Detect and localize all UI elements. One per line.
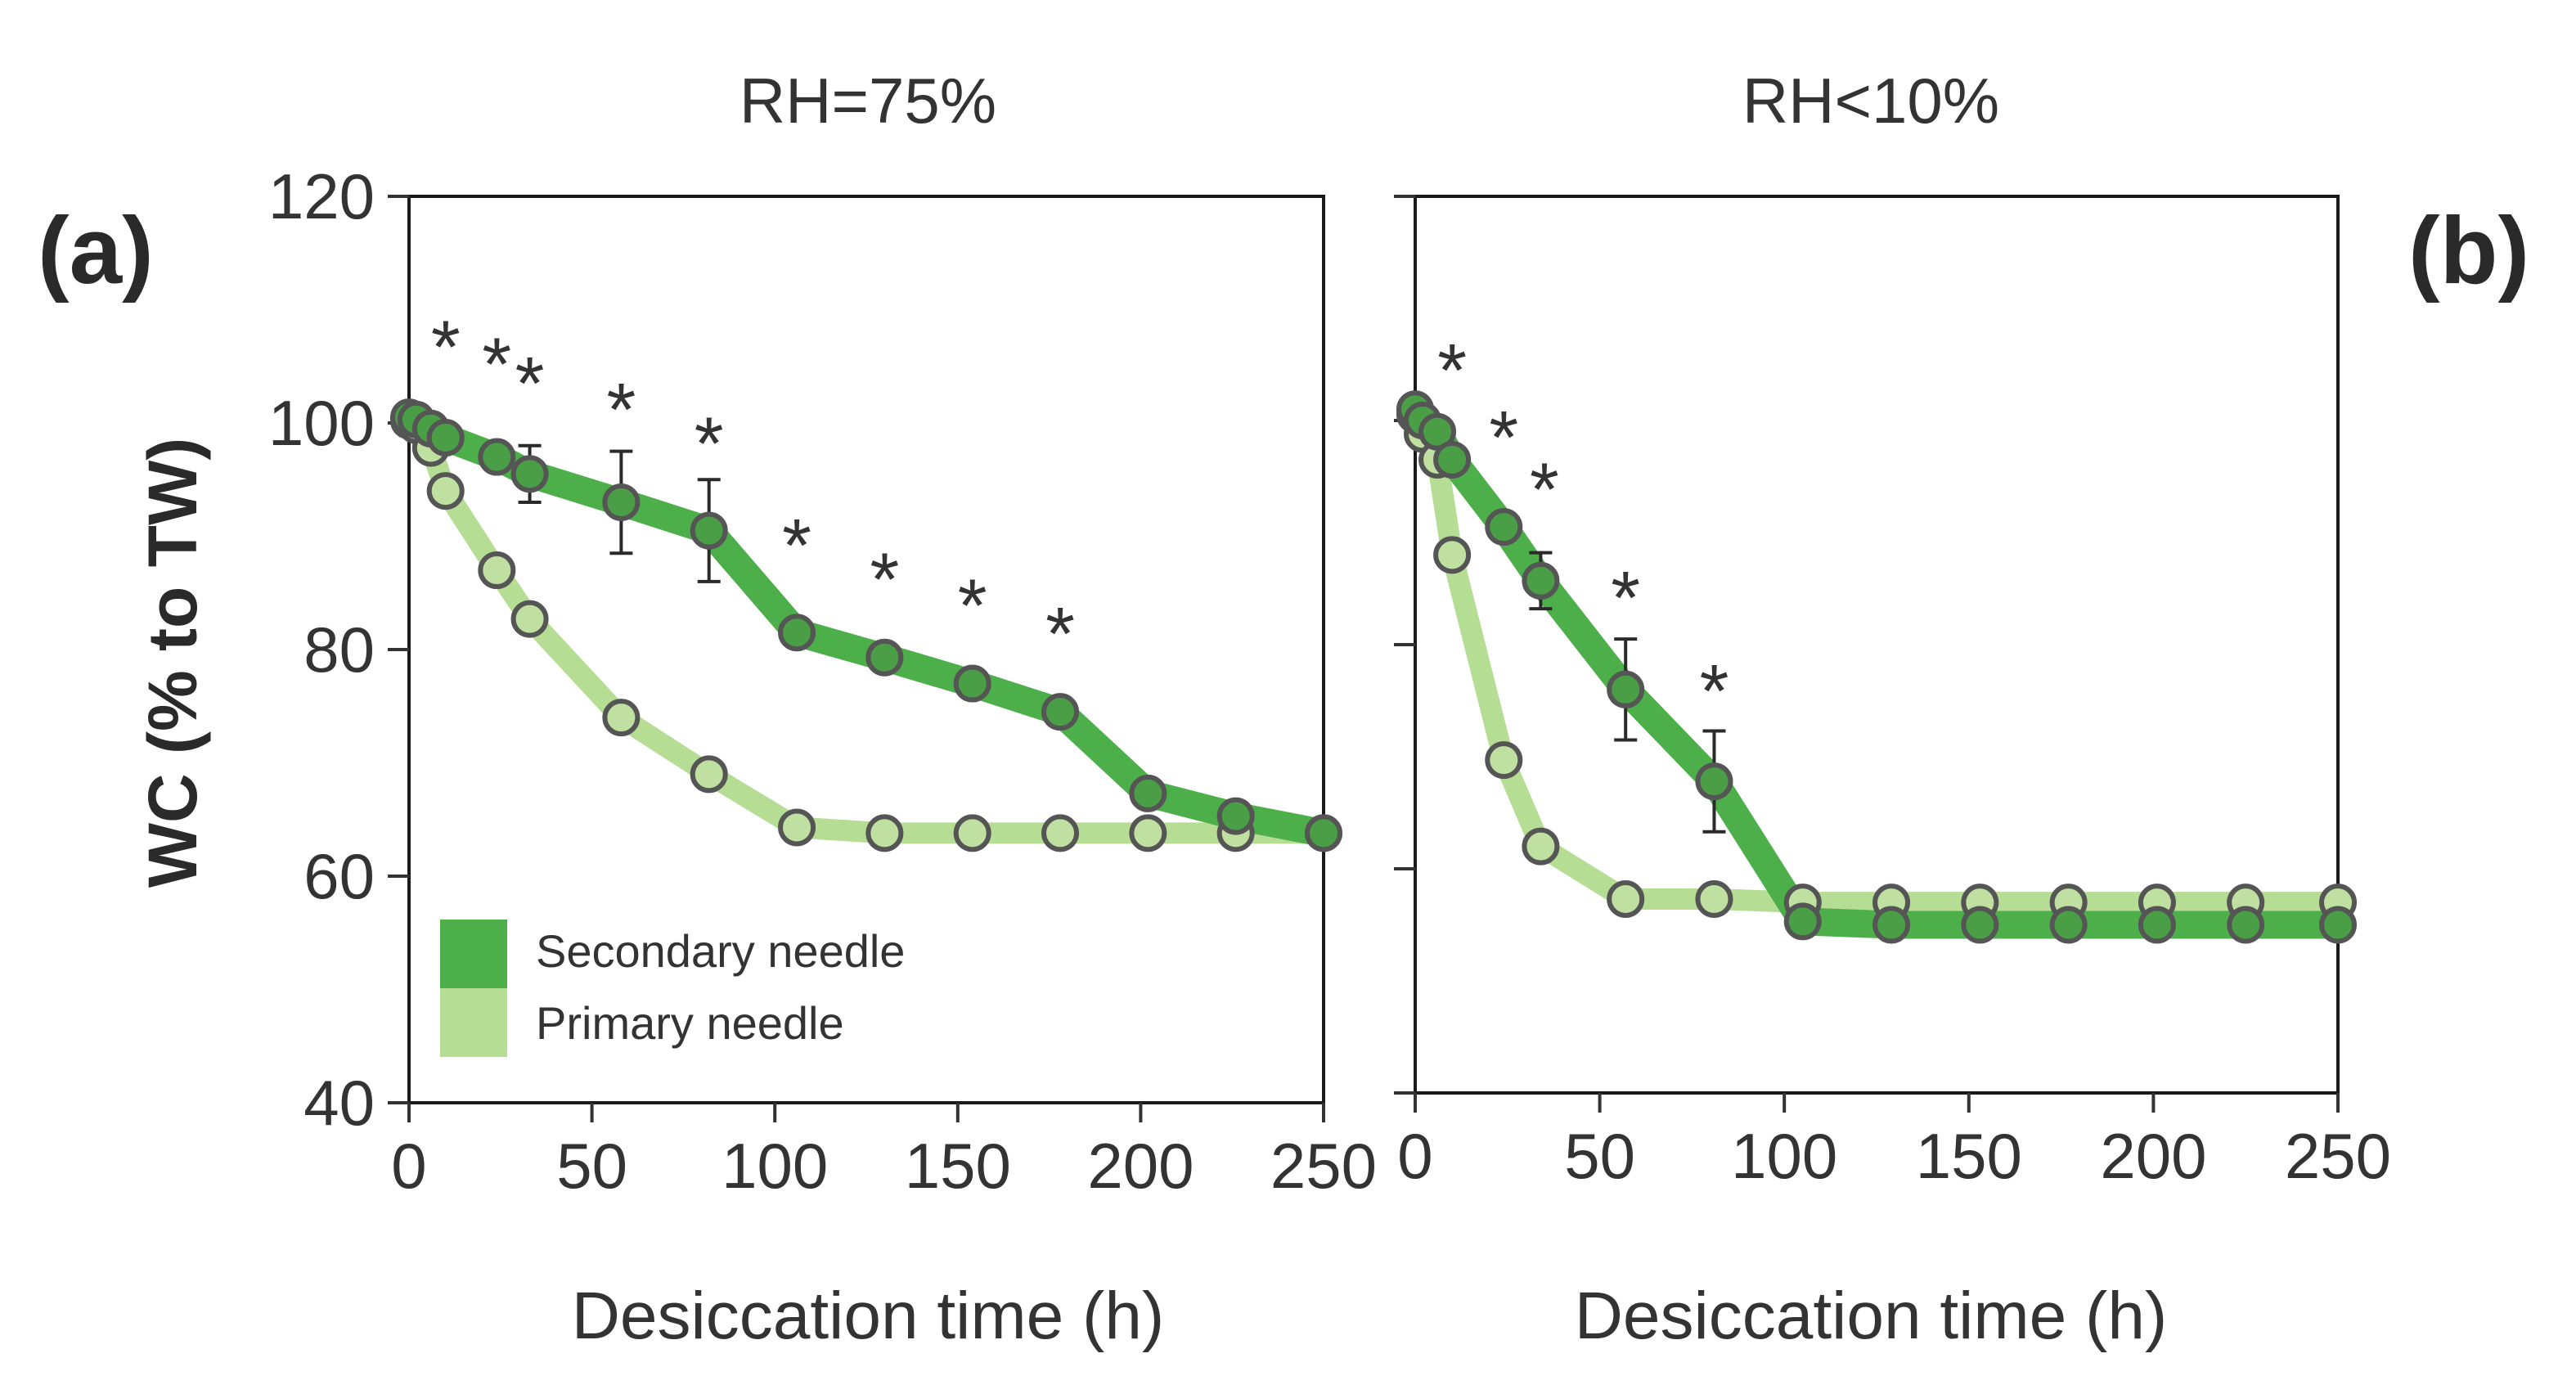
- data-point-secondary: [690, 511, 728, 550]
- significance-asterisk: *: [1611, 557, 1640, 641]
- panel-b: RH<10% Desiccation time (h) 0 50 100 150 200…: [1394, 65, 2391, 1353]
- significance-asterisk: *: [482, 323, 511, 407]
- data-point-secondary: [1041, 693, 1080, 731]
- legend-swatch-primary: [440, 988, 507, 1057]
- significance-asterisk: *: [1700, 650, 1729, 733]
- panel-a-x-axis-label: Desiccation time (h): [572, 1279, 1165, 1353]
- data-point-primary: [426, 472, 465, 510]
- data-point-secondary: [953, 664, 991, 703]
- data-point-primary: [1129, 814, 1167, 852]
- panel-a-label: (a): [38, 197, 154, 304]
- significance-asterisk: *: [870, 538, 899, 622]
- panel-b-label: (b): [2408, 197, 2529, 304]
- significance-asterisk: *: [1530, 448, 1559, 532]
- y-axis-label: WC (% to TW): [134, 438, 211, 888]
- x-tick-label: 200: [1087, 1130, 1194, 1202]
- data-point-secondary: [2227, 906, 2265, 944]
- y-tick-label: 100: [268, 387, 375, 459]
- y-tick-label: 40: [303, 1067, 375, 1139]
- data-point-primary: [778, 808, 816, 847]
- x-tick-label: 100: [1731, 1120, 1837, 1192]
- significance-asterisk: *: [431, 306, 461, 389]
- x-tick-label: 0: [1397, 1120, 1432, 1192]
- panel-b-series: [1396, 390, 2357, 944]
- legend: Secondary needle Primary needle: [440, 920, 905, 1057]
- x-tick-label: 50: [556, 1130, 627, 1202]
- significance-asterisk: *: [695, 402, 724, 486]
- significance-asterisk: *: [1437, 330, 1467, 413]
- panel-a-series: [390, 398, 1342, 852]
- data-point-secondary: [1783, 902, 1822, 941]
- panel-a-axes: 40 60 80 100 120 0 50 100 150 200 250: [268, 160, 1377, 1202]
- data-point-secondary: [2049, 906, 2088, 944]
- legend-label-secondary: Secondary needle: [536, 925, 905, 977]
- data-point-secondary: [1485, 508, 1523, 546]
- x-tick-label: 50: [1564, 1120, 1635, 1192]
- data-point-primary: [1522, 827, 1560, 866]
- panel-b-annotations: *****: [1437, 330, 1729, 734]
- significance-asterisk: *: [606, 368, 636, 452]
- data-point-primary: [1433, 536, 1472, 574]
- data-point-secondary: [478, 438, 516, 476]
- data-point-secondary: [1129, 774, 1167, 812]
- panel-a-title: RH=75%: [740, 65, 996, 137]
- significance-asterisk: *: [1489, 397, 1518, 480]
- x-tick-label: 150: [905, 1130, 1011, 1202]
- data-point-primary: [510, 600, 549, 638]
- x-tick-label: 200: [2100, 1120, 2206, 1192]
- data-point-primary: [1695, 879, 1733, 918]
- x-tick-label: 0: [391, 1130, 426, 1202]
- data-point-primary: [1485, 741, 1523, 780]
- significance-asterisk: *: [782, 505, 811, 588]
- data-point-secondary: [602, 483, 641, 521]
- panel-b-axes: 0 50 100 150 200 250: [1394, 195, 2391, 1192]
- y-tick-label: 80: [303, 614, 375, 686]
- data-point-secondary: [2138, 906, 2176, 944]
- data-point-primary: [690, 755, 728, 794]
- data-point-secondary: [778, 614, 816, 652]
- significance-asterisk: *: [1045, 593, 1075, 677]
- data-point-primary: [1041, 814, 1080, 852]
- x-tick-label: 250: [1270, 1130, 1377, 1202]
- legend-swatch-secondary: [440, 920, 507, 988]
- data-point-secondary: [426, 419, 465, 457]
- data-point-primary: [602, 699, 641, 737]
- data-point-secondary: [865, 638, 904, 677]
- data-point-primary: [478, 551, 516, 590]
- data-point-primary: [1607, 879, 1645, 918]
- panel-b-title: RH<10%: [1742, 65, 1999, 137]
- x-tick-label: 100: [722, 1130, 828, 1202]
- plot-frame: [1414, 195, 2340, 1095]
- y-tick-label: 120: [268, 160, 375, 232]
- data-point-secondary: [1216, 797, 1255, 835]
- data-point-secondary: [1607, 670, 1645, 708]
- data-point-secondary: [1961, 906, 1999, 944]
- data-point-secondary: [1522, 561, 1560, 600]
- panel-b-x-axis-label: Desiccation time (h): [1575, 1279, 2168, 1353]
- panel-a-annotations: * * * * ** * * *: [431, 306, 1075, 676]
- data-point-secondary: [1305, 814, 1342, 852]
- data-point-primary: [865, 814, 904, 852]
- data-point-secondary: [2319, 906, 2357, 944]
- data-point-secondary: [1872, 906, 1911, 944]
- data-point-secondary: [1433, 440, 1472, 479]
- panel-a: RH=75% Desiccation time (h) 40 60 80 100 120…: [268, 65, 1377, 1353]
- significance-asterisk: *: [515, 343, 545, 426]
- significance-asterisk: *: [958, 564, 987, 648]
- y-tick-label: 60: [303, 840, 375, 912]
- legend-label-primary: Primary needle: [536, 997, 844, 1049]
- x-tick-label: 150: [1916, 1120, 2022, 1192]
- x-tick-label: 250: [2285, 1120, 2391, 1192]
- data-point-secondary: [510, 455, 549, 493]
- data-point-secondary: [1695, 762, 1733, 801]
- data-point-primary: [953, 814, 991, 852]
